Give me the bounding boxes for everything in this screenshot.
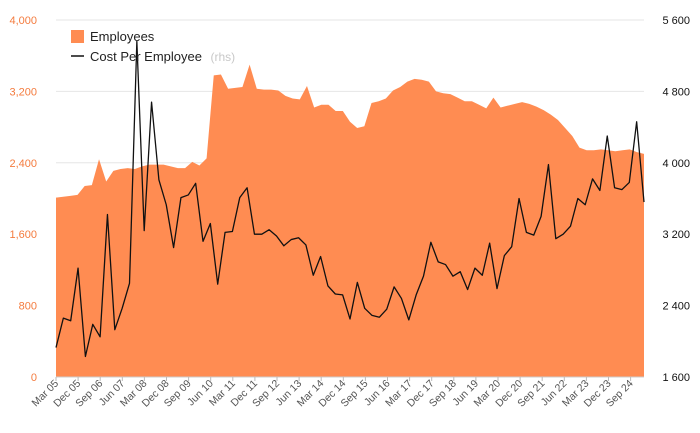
y-right-tick-label: 4 000	[662, 158, 690, 170]
series-employees-area	[56, 64, 644, 377]
y-left-tick-label: 4,000	[9, 15, 37, 27]
legend: Employees Cost Per Employee (rhs)	[71, 29, 235, 65]
y-left-tick-label: 0	[31, 372, 37, 384]
y-left-tick-label: 800	[19, 301, 37, 313]
legend-label-cost-per-employee: Cost Per Employee (rhs)	[90, 48, 235, 65]
y-left-tick-label: 3,200	[9, 86, 37, 98]
legend-swatch-employees	[71, 30, 84, 43]
legend-label-rhs-note: (rhs)	[210, 50, 235, 64]
y-axis-left-ticks: 0 800 1,600 2,400 3,200 4,000	[9, 15, 37, 384]
y-axis-right-ticks: 1 600 2 400 3 200 4 000 4 800 5 600	[662, 15, 690, 384]
y-right-tick-label: 1 600	[662, 372, 690, 384]
y-right-tick-label: 5 600	[662, 15, 690, 27]
y-left-tick-label: 2,400	[9, 158, 37, 170]
series-cost-per-employee-line	[55, 40, 645, 358]
y-right-tick-label: 4 800	[662, 86, 690, 98]
y-right-tick-label: 2 400	[662, 301, 690, 313]
y-right-tick-label: 3 200	[662, 229, 690, 241]
y-left-tick-label: 1,600	[9, 229, 37, 241]
legend-label-cost-per-employee-text: Cost Per Employee	[90, 49, 202, 64]
legend-label-employees: Employees	[90, 29, 155, 44]
